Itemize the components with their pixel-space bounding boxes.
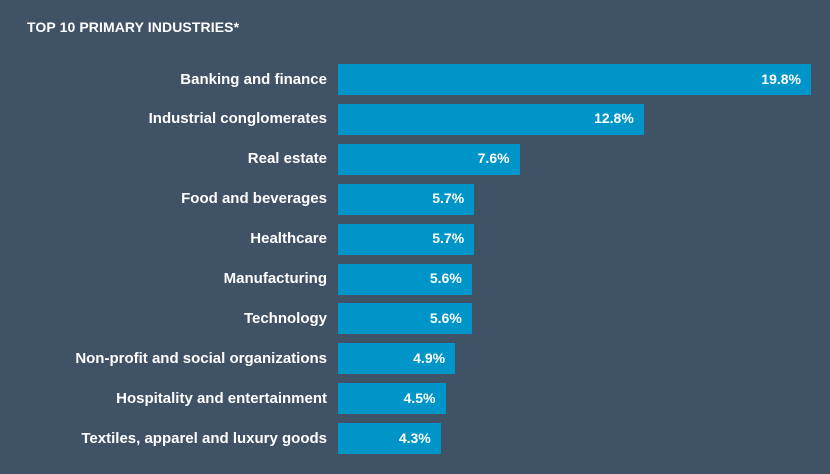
bar — [338, 223, 475, 255]
value-label: 12.8% — [594, 110, 634, 127]
category-label: Hospitality and entertainment — [116, 389, 327, 407]
value-label: 19.8% — [761, 70, 801, 87]
category-label: Technology — [243, 309, 327, 327]
bar — [338, 64, 811, 95]
bar — [338, 103, 644, 135]
category-label: Food and beverages — [181, 190, 327, 208]
bar — [338, 263, 472, 295]
value-label: 5.6% — [429, 270, 462, 286]
value-label: 5.7% — [432, 190, 465, 207]
bar — [338, 143, 520, 175]
value-label: 4.9% — [413, 349, 446, 366]
bar — [338, 383, 446, 415]
category-label: Manufacturing — [223, 270, 327, 287]
bar — [338, 423, 441, 455]
category-label: Industrial conglomerates — [148, 110, 327, 128]
bar — [338, 343, 456, 375]
bar — [338, 303, 472, 335]
category-label: Healthcare — [250, 230, 327, 248]
category-label: Textiles, apparel and luxury goods — [81, 429, 327, 447]
chart-title: TOP 10 PRIMARY INDUSTRIES* — [27, 19, 240, 35]
category-label: Non-profit and social organizations — [75, 349, 327, 367]
value-label: 5.7% — [432, 230, 465, 247]
value-label: 5.6% — [429, 309, 462, 326]
value-label: 4.3% — [398, 429, 431, 446]
category-label: Banking and finance — [180, 70, 327, 88]
category-label: Real estate — [247, 150, 327, 168]
bar — [338, 183, 475, 215]
value-label: 4.5% — [403, 389, 436, 406]
value-label: 7.6% — [477, 150, 510, 167]
